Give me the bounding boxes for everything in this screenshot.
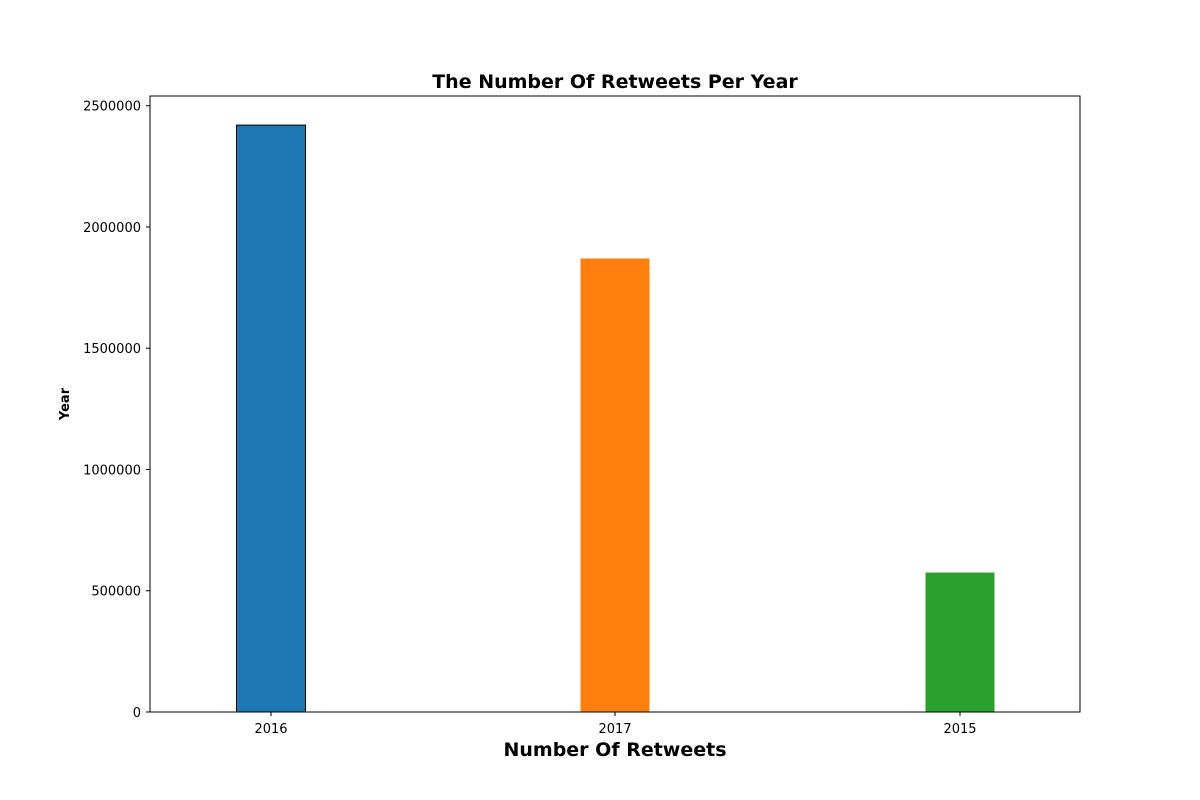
chart-title: The Number Of Retweets Per Year xyxy=(432,71,798,93)
bars-group xyxy=(236,124,995,713)
x-tick-label: 2016 xyxy=(254,722,287,737)
y-axis-label: Year xyxy=(58,387,73,421)
x-tick-label: 2015 xyxy=(943,722,976,737)
plot-area: 0 500000 1000000 1500000 2000000 2500000 2016… xyxy=(83,95,1081,737)
x-tick-label: 2017 xyxy=(598,722,631,737)
axes-frame xyxy=(149,95,1081,713)
x-axis: 2016 2017 2015 xyxy=(254,712,977,737)
y-tick-label: 1500000 xyxy=(83,342,141,357)
bar-2016 xyxy=(236,124,306,713)
y-tick-label: 2000000 xyxy=(83,221,141,236)
y-tick-label: 1000000 xyxy=(83,463,141,478)
y-tick-label: 2500000 xyxy=(83,100,141,115)
bar-2017 xyxy=(580,258,650,712)
y-tick-label: 500000 xyxy=(91,585,141,600)
y-axis: 0 500000 1000000 1500000 2000000 2500000 xyxy=(83,100,150,721)
x-axis-label: Number Of Retweets xyxy=(503,739,726,761)
y-tick-label: 0 xyxy=(133,706,141,721)
bar-2015 xyxy=(925,572,995,712)
